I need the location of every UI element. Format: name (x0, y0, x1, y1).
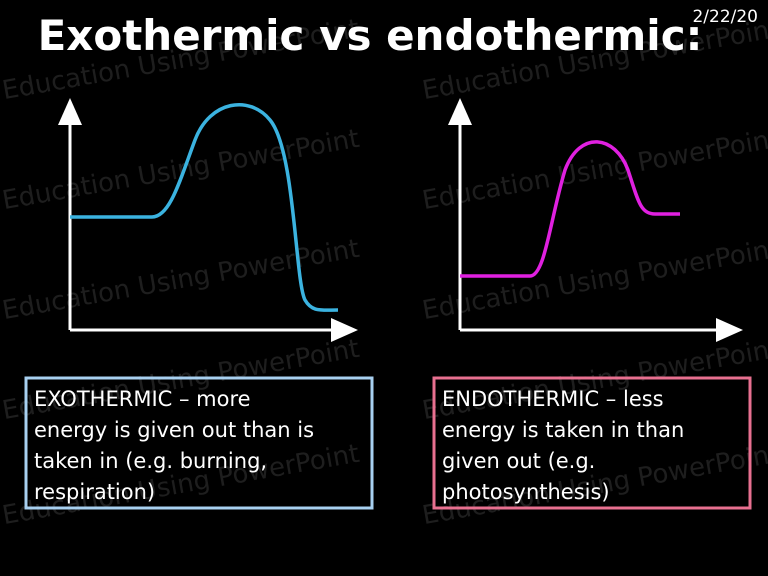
box-texts: EXOTHERMIC – more energy is given out tha… (34, 387, 684, 504)
energy-curve (70, 103, 339, 312)
exothermic-diagram (58, 98, 358, 342)
box-text-line: EXOTHERMIC – more (34, 387, 251, 411)
box-text-line: energy is given out than is (34, 418, 314, 442)
exothermic-box (24, 376, 374, 510)
title: Exothermic vs endothermic: (38, 11, 703, 60)
box-text-line: energy is taken in than (442, 418, 684, 442)
box-text-line: taken in (e.g. burning, (34, 449, 267, 473)
box-text-line: respiration) (34, 480, 155, 504)
energy-curve (460, 140, 680, 278)
box-text-line: photosynthesis) (442, 480, 610, 504)
endothermic-diagram (448, 98, 743, 342)
box-text-line: ENDOTHERMIC – less (442, 387, 664, 411)
endothermic-box (432, 376, 752, 510)
date: 2/22/20 (692, 7, 758, 27)
box-text-line: given out (e.g. (442, 449, 595, 473)
